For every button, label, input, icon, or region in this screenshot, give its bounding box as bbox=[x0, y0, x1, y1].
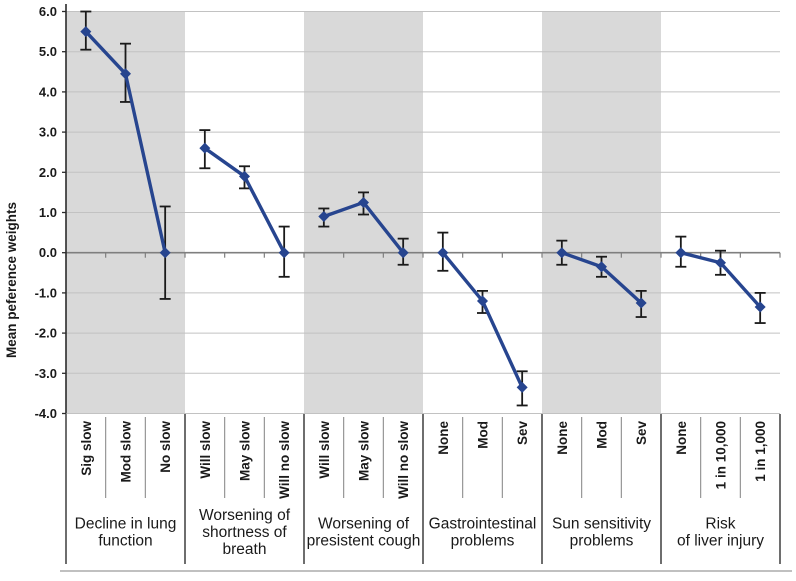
y-tick-label: -4.0 bbox=[35, 406, 57, 421]
data-point-marker bbox=[397, 247, 409, 259]
x-category-label: 1 in 1,000 bbox=[753, 421, 768, 482]
data-point-marker bbox=[635, 297, 647, 309]
group-label-line: presistent cough bbox=[307, 533, 421, 550]
data-point-marker bbox=[80, 26, 92, 38]
y-tick-label: 3.0 bbox=[39, 125, 57, 140]
x-category-label: May slow bbox=[238, 421, 253, 482]
group-label-line: function bbox=[98, 533, 152, 550]
group-label-line: Risk bbox=[705, 516, 735, 533]
data-point-marker bbox=[159, 247, 171, 259]
data-point-marker bbox=[675, 247, 687, 259]
group-label-line: shortness of bbox=[202, 524, 287, 541]
x-category-label: Will no slow bbox=[277, 421, 292, 499]
data-point-marker bbox=[516, 381, 528, 393]
data-point-marker bbox=[714, 257, 727, 269]
x-category-label: None bbox=[674, 421, 689, 455]
x-category-label: Mod bbox=[595, 421, 610, 449]
y-tick-label: -3.0 bbox=[35, 366, 57, 381]
group-label-line: of liver injury bbox=[677, 533, 764, 550]
data-point-marker bbox=[119, 68, 132, 80]
data-point-marker bbox=[357, 196, 370, 208]
data-point-marker bbox=[595, 261, 608, 273]
group-label-line: Gastrointestinal bbox=[429, 516, 537, 533]
x-category-label: Mod slow bbox=[119, 421, 134, 483]
x-category-label: Will no slow bbox=[396, 421, 411, 499]
series-line bbox=[441, 250, 524, 390]
y-tick-label: 1.0 bbox=[39, 205, 57, 220]
y-tick-label: -2.0 bbox=[35, 326, 57, 341]
x-category-label: None bbox=[555, 421, 570, 455]
group-label-line: Sun sensitivity bbox=[552, 516, 651, 533]
group-label-line: Decline in lung bbox=[75, 516, 177, 533]
y-tick-label: -1.0 bbox=[35, 285, 57, 300]
x-category-label: No slow bbox=[158, 421, 173, 473]
series-line bbox=[203, 146, 286, 255]
group-label-line: Worsening of bbox=[199, 507, 291, 524]
data-point-marker bbox=[318, 211, 330, 223]
x-category-label: None bbox=[436, 421, 451, 455]
data-point-marker bbox=[476, 295, 489, 307]
group-label-line: Worsening of bbox=[318, 516, 410, 533]
x-category-label: 1 in 10,000 bbox=[714, 421, 729, 489]
data-point-marker bbox=[754, 301, 766, 313]
x-category-label: May slow bbox=[357, 421, 372, 482]
y-tick-label: 4.0 bbox=[39, 84, 57, 99]
data-point-marker bbox=[278, 247, 290, 259]
group-label-line: problems bbox=[451, 533, 515, 550]
x-category-label: Will slow bbox=[198, 421, 213, 479]
x-category-label: Sev bbox=[515, 421, 530, 446]
y-tick-label: 5.0 bbox=[39, 44, 57, 59]
x-category-label: Sig slow bbox=[79, 421, 94, 476]
group-label-line: problems bbox=[570, 533, 634, 550]
x-category-label: Sev bbox=[634, 421, 649, 446]
group-label-line: breath bbox=[223, 541, 267, 558]
x-category-label: Will slow bbox=[317, 421, 332, 479]
data-point-marker bbox=[437, 247, 449, 259]
data-point-marker bbox=[556, 247, 568, 259]
x-category-label: Mod bbox=[476, 421, 491, 449]
y-tick-label: 0.0 bbox=[39, 245, 57, 260]
y-axis-title: Mean peference weights bbox=[4, 202, 19, 358]
y-tick-label: 2.0 bbox=[39, 165, 57, 180]
data-point-marker bbox=[238, 170, 251, 182]
data-point-marker bbox=[199, 142, 211, 154]
y-tick-label: 6.0 bbox=[39, 4, 57, 19]
